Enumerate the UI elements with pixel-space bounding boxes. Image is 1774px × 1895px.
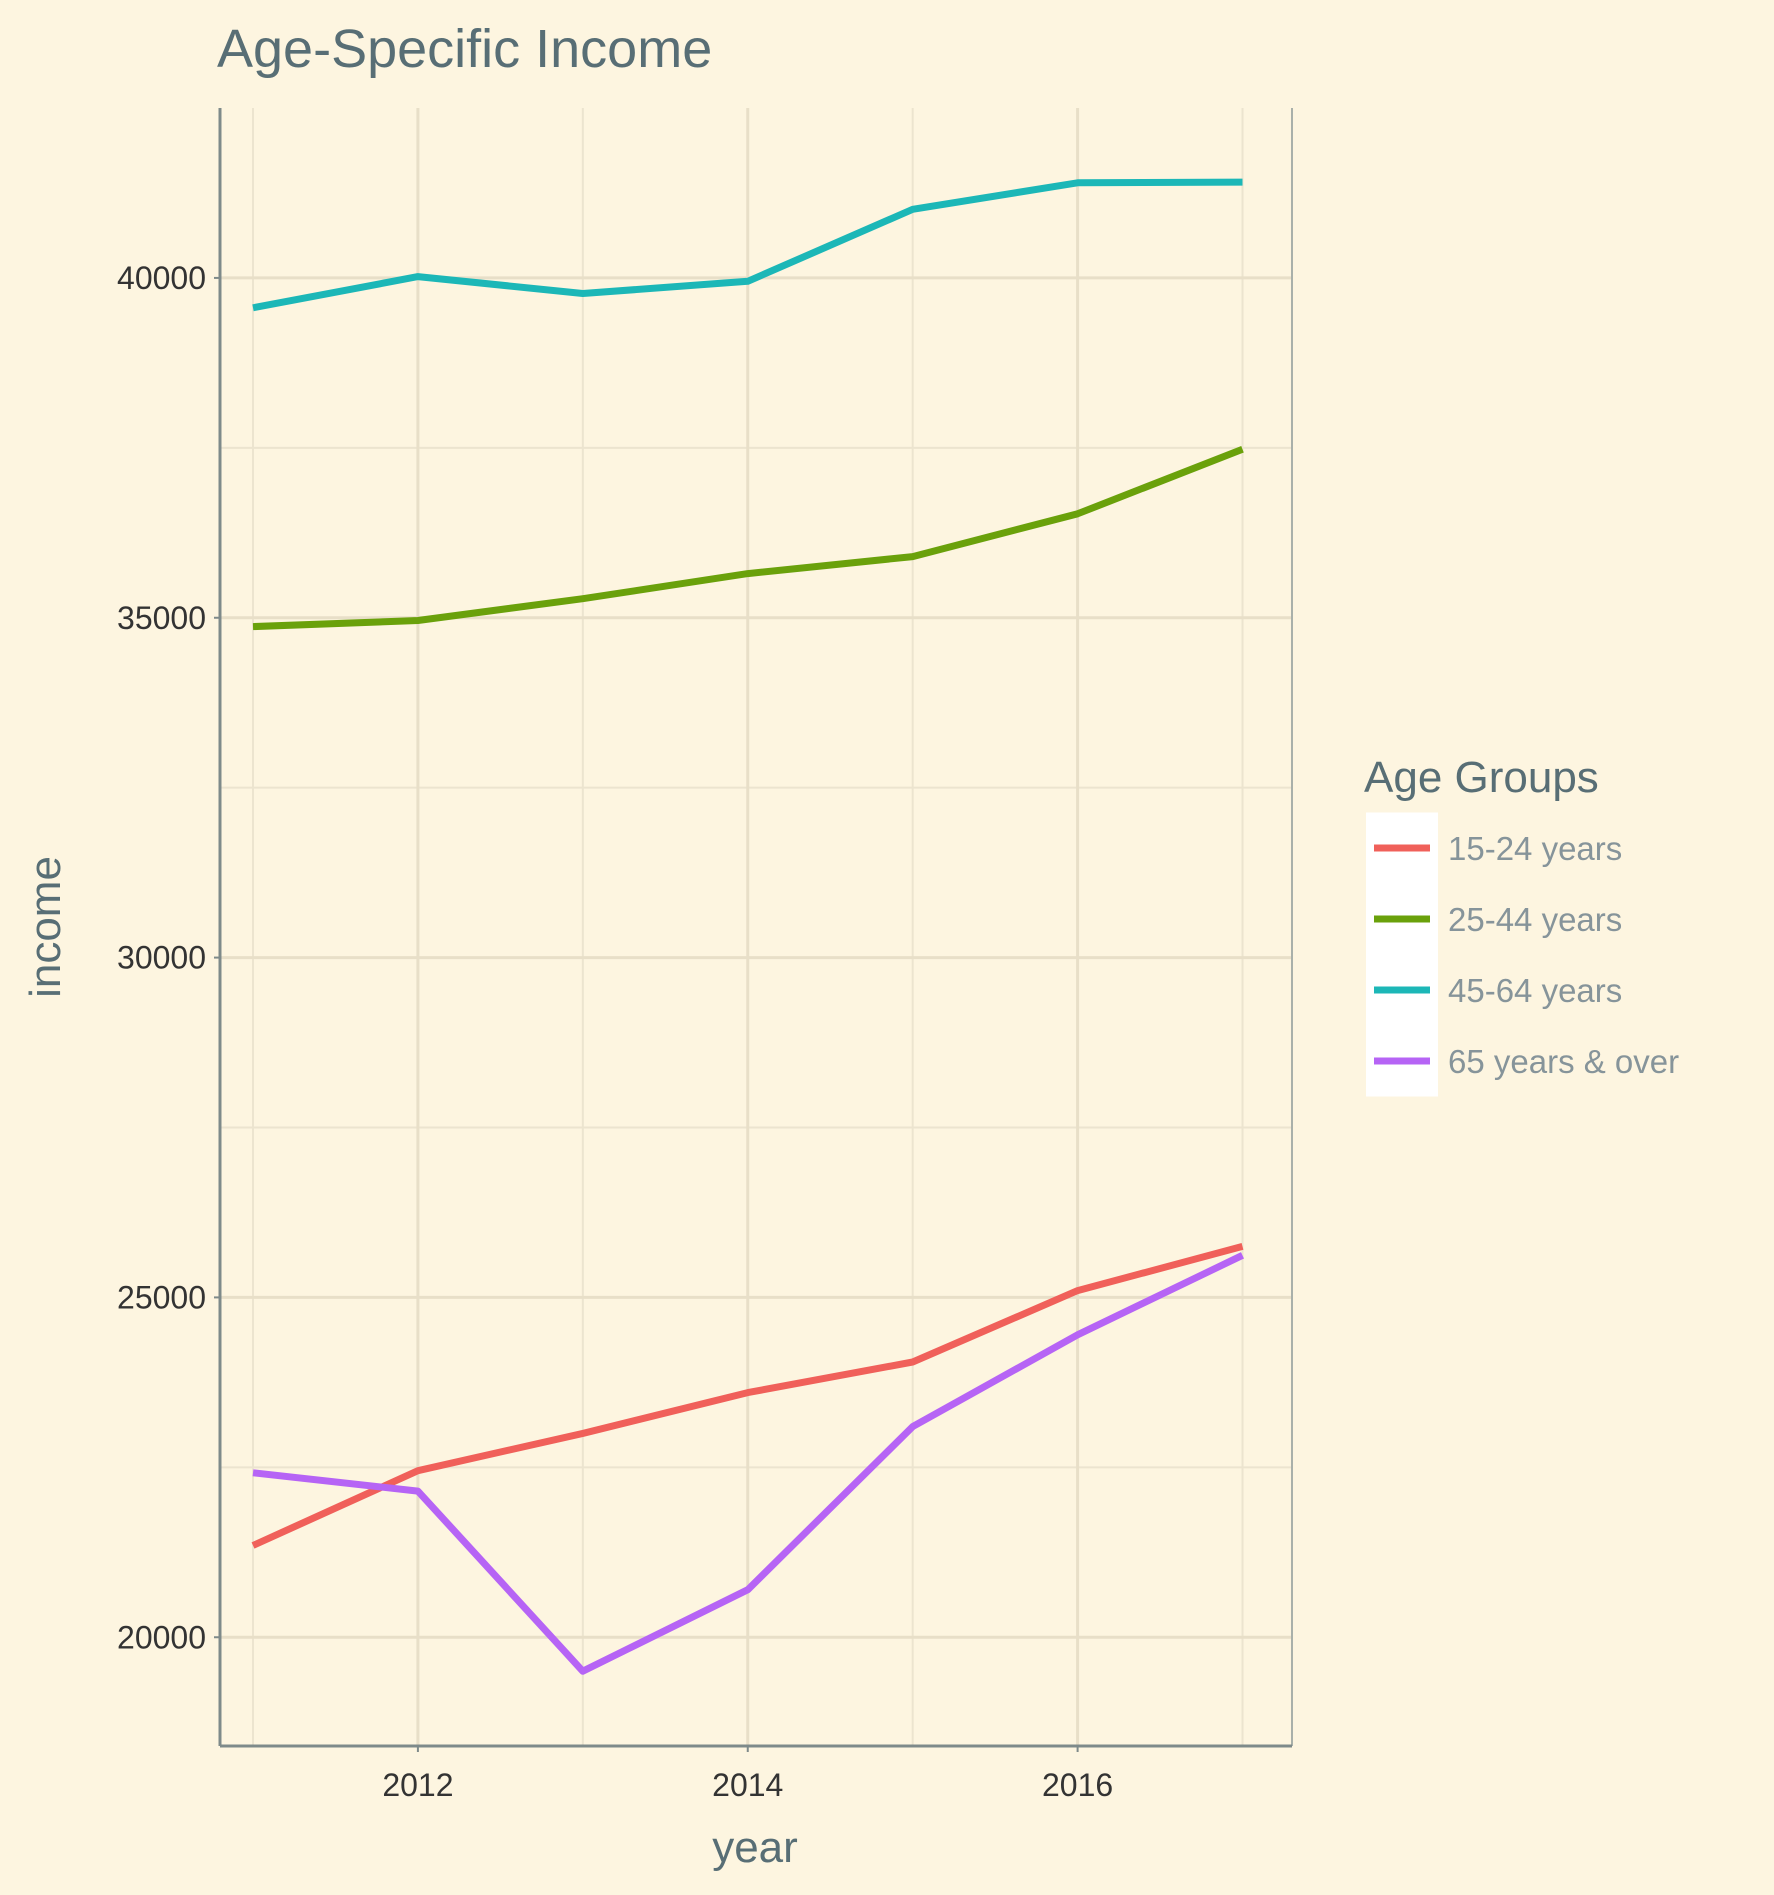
plot-grid	[220, 108, 1292, 1746]
x-axis-title: year	[712, 1823, 798, 1872]
y-tick-label: 30000	[117, 940, 206, 976]
plot-frame	[218, 108, 1293, 1748]
series-line-2	[252, 445, 1244, 631]
series-line-4	[252, 1252, 1245, 1675]
legend-label-3: 45-64 years	[1448, 972, 1622, 1009]
legend: Age Groups 15-24 years 25-44 years 45-64 y…	[1364, 753, 1679, 1097]
y-tick-label: 35000	[117, 600, 206, 636]
x-axis: 2012 2014 2016	[382, 1746, 1113, 1803]
x-tick-label: 2014	[712, 1767, 783, 1803]
legend-key-background	[1366, 812, 1438, 1097]
x-tick-label: 2012	[382, 1767, 453, 1803]
legend-label-4: 65 years & over	[1448, 1043, 1679, 1080]
y-axis: 20000 25000 30000 35000 40000	[117, 260, 220, 1655]
legend-label-1: 15-24 years	[1448, 830, 1622, 867]
series-line-1	[251, 1243, 1244, 1549]
y-axis-title: income	[21, 856, 70, 998]
y-tick-label: 20000	[117, 1619, 206, 1655]
chart-title: Age-Specific Income	[217, 19, 712, 79]
x-tick-label: 2016	[1042, 1767, 1113, 1803]
legend-label-2: 25-44 years	[1448, 901, 1622, 938]
legend-title: Age Groups	[1364, 753, 1599, 802]
y-tick-label: 25000	[117, 1279, 206, 1315]
series-line-3	[252, 178, 1243, 312]
y-tick-label: 40000	[117, 260, 206, 296]
plot-lines	[251, 178, 1245, 1675]
